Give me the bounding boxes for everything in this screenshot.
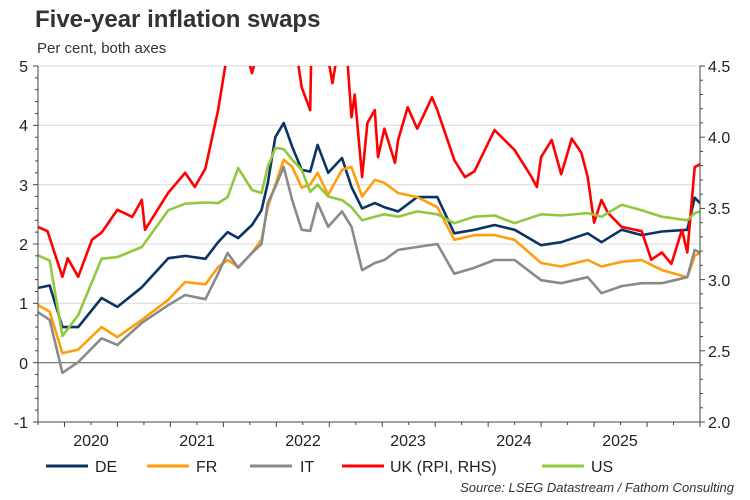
chart-subtitle: Per cent, both axes [37,40,166,57]
left-tick-label: 3 [19,178,28,195]
x-tick-label: 2024 [496,433,532,450]
left-tick-label: 1 [19,296,28,313]
series-line-uk [38,66,700,279]
legend-item-us: US [542,459,613,476]
left-tick-label: 2 [19,237,28,254]
right-tick-labels: 4.5 4.0 3.5 3.0 2.5 2.0 [708,59,730,432]
chart-title: Five-year inflation swaps [35,6,320,33]
left-tick-label: -1 [14,415,28,432]
left-tick-labels: 5 4 3 2 1 0 -1 [14,59,28,432]
right-tick-label: 2.5 [708,344,730,361]
x-tick-label: 2022 [285,433,321,450]
x-tick-label: 2025 [602,433,638,450]
legend-item-de: DE [46,459,117,476]
left-tick-label: 4 [19,118,28,135]
left-tick-label: 5 [19,59,28,76]
gridlines [38,65,700,364]
series-layer [38,66,700,375]
x-tick-label: 2023 [390,433,426,450]
legend-item-uk: UK (RPI, RHS) [342,459,497,476]
series-line-fr [38,158,700,355]
legend: DE FR IT UK (RPI, RHS) US [46,459,613,476]
right-tick-label: 2.0 [708,415,730,432]
legend-item-it: IT [250,459,314,476]
right-tick-label: 4.5 [708,59,730,76]
x-tick-label: 2020 [73,433,109,450]
legend-label-uk: UK (RPI, RHS) [390,459,497,476]
series-line-us [38,146,700,338]
legend-label-fr: FR [196,459,217,476]
legend-label-us: US [591,459,613,476]
x-tick-labels: 2020 2021 2022 2023 2024 2025 [73,433,638,450]
source-note: Source: LSEG Datastream / Fathom Consult… [460,480,735,495]
tick-marks [33,65,705,427]
right-tick-label: 4.0 [708,130,730,147]
legend-item-fr: FR [147,459,217,476]
left-tick-label: 0 [19,356,28,373]
legend-label-de: DE [95,459,117,476]
legend-label-it: IT [300,459,314,476]
right-tick-label: 3.5 [708,201,730,218]
series-line-de [38,121,700,329]
x-tick-label: 2021 [179,433,215,450]
right-tick-label: 3.0 [708,273,730,290]
series-line-it [38,165,700,375]
